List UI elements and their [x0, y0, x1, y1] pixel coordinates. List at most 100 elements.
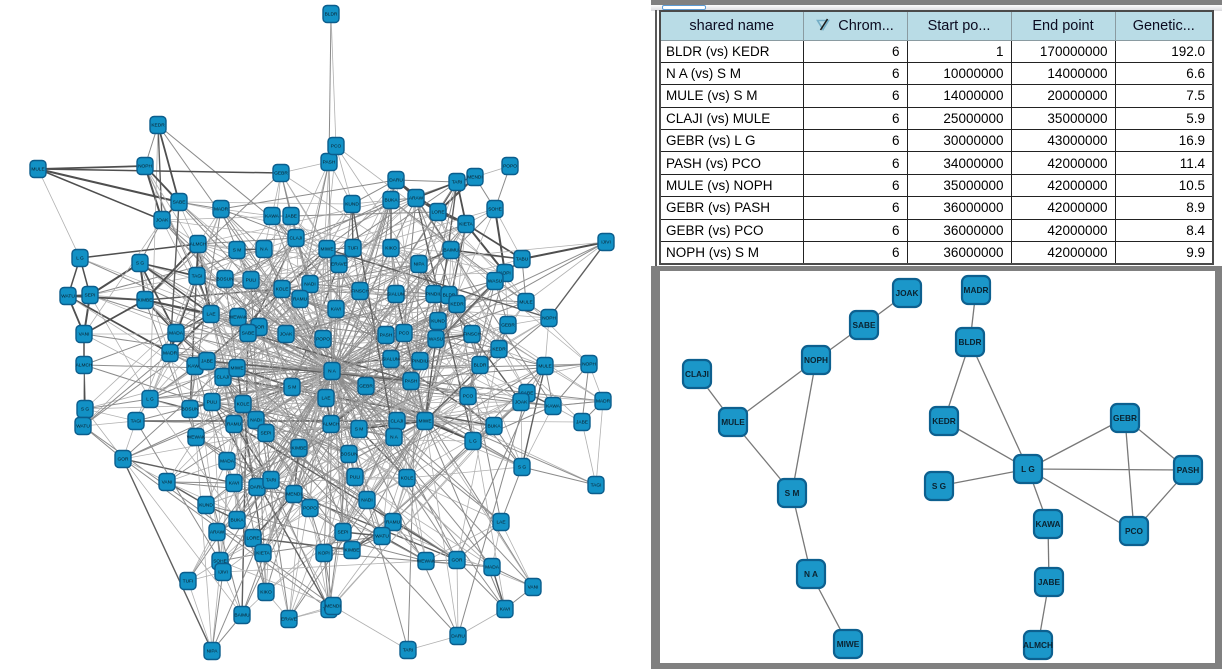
svg-text:MENDI: MENDI	[467, 175, 482, 181]
svg-text:KAWA: KAWA	[1036, 519, 1061, 529]
svg-text:KAWA: KAWA	[265, 214, 280, 220]
svg-text:BUKA: BUKA	[384, 198, 398, 204]
svg-text:LORE: LORE	[431, 210, 444, 216]
svg-text:KEDR: KEDR	[450, 302, 464, 308]
svg-text:SABE: SABE	[173, 200, 186, 206]
svg-text:MADA: MADA	[169, 331, 184, 337]
svg-text:ERAVE: ERAVE	[331, 262, 347, 268]
svg-text:KIMBE: KIMBE	[138, 298, 153, 304]
svg-text:PULI: PULI	[350, 475, 361, 481]
svg-text:SEPI: SEPI	[338, 530, 349, 536]
svg-text:MIWE: MIWE	[418, 419, 431, 425]
svg-text:GOR: GOR	[254, 325, 265, 331]
svg-text:SEPI: SEPI	[85, 293, 96, 299]
svg-text:MADR: MADR	[596, 399, 611, 405]
svg-text:MIWE: MIWE	[837, 639, 860, 649]
svg-text:MULE: MULE	[721, 417, 745, 427]
svg-text:TUFI: TUFI	[348, 246, 359, 252]
svg-text:MADA: MADA	[485, 565, 500, 571]
svg-text:KAWA: KAWA	[546, 404, 561, 410]
svg-text:DARU: DARU	[250, 485, 264, 491]
svg-text:NADI: NADI	[361, 498, 372, 504]
svg-text:ERAVE: ERAVE	[281, 617, 297, 623]
svg-text:ALMCH: ALMCH	[1023, 640, 1053, 650]
svg-text:PCO: PCO	[463, 394, 474, 400]
svg-text:ALMCH: ALMCH	[76, 363, 93, 369]
svg-text:NOPH: NOPH	[804, 355, 828, 365]
svg-text:S G: S G	[932, 481, 946, 491]
svg-text:JOAK: JOAK	[895, 288, 918, 298]
svg-text:BLDR: BLDR	[325, 12, 338, 18]
svg-text:CLAJI: CLAJI	[289, 236, 302, 242]
svg-text:WEWAK: WEWAK	[229, 315, 248, 321]
svg-text:RAMU: RAMU	[386, 520, 401, 526]
svg-text:MIWE: MIWE	[230, 366, 243, 372]
svg-text:KIETA: KIETA	[459, 222, 473, 228]
svg-text:KOLE: KOLE	[237, 402, 250, 408]
svg-text:CLAJI: CLAJI	[390, 419, 403, 425]
svg-text:FINSCH: FINSCH	[351, 289, 369, 295]
svg-text:MADR: MADR	[163, 351, 178, 357]
svg-text:KAWA: KAWA	[188, 364, 203, 370]
svg-text:TUFI: TUFI	[183, 579, 194, 585]
svg-text:BAIMU: BAIMU	[443, 248, 459, 254]
svg-text:KIKO: KIKO	[260, 590, 272, 596]
svg-text:SIALUM: SIALUM	[387, 292, 405, 298]
svg-text:TARI: TARI	[452, 180, 463, 186]
svg-text:JOAK: JOAK	[280, 332, 293, 338]
svg-text:KEDR: KEDR	[932, 416, 956, 426]
svg-text:KEDR: KEDR	[492, 347, 506, 353]
svg-text:PCO: PCO	[1125, 526, 1144, 536]
svg-text:BUKA: BUKA	[230, 518, 244, 524]
svg-text:PINDIU: PINDIU	[412, 359, 429, 365]
svg-text:CLAJI: CLAJI	[216, 375, 229, 381]
svg-text:S G: S G	[81, 407, 90, 413]
svg-text:S M: S M	[233, 248, 242, 254]
svg-text:PASH: PASH	[1177, 465, 1199, 475]
svg-text:NADI: NADI	[250, 418, 261, 424]
svg-text:LORE: LORE	[246, 536, 259, 542]
svg-text:IJIVI: IJIVI	[601, 240, 611, 246]
svg-text:MADA: MADA	[220, 459, 235, 465]
svg-text:GEBR: GEBR	[1113, 413, 1137, 423]
svg-text:NIPA: NIPA	[207, 649, 219, 655]
svg-text:N A: N A	[328, 369, 337, 375]
svg-text:MULE: MULE	[538, 364, 551, 370]
svg-text:WEWAK: WEWAK	[417, 559, 436, 565]
svg-text:ALMCH: ALMCH	[323, 422, 340, 428]
svg-text:POPO: POPO	[303, 506, 317, 512]
svg-text:L G: L G	[76, 256, 84, 262]
svg-text:JOAK: JOAK	[515, 400, 528, 406]
svg-text:BLDR: BLDR	[443, 293, 456, 299]
svg-text:ARAW: ARAW	[210, 530, 225, 536]
svg-text:NADI: NADI	[304, 282, 315, 288]
svg-text:KIETA: KIETA	[256, 551, 270, 557]
svg-text:NIPA: NIPA	[414, 262, 426, 268]
svg-text:PASH: PASH	[405, 379, 418, 385]
svg-text:FINSCH: FINSCH	[463, 332, 481, 338]
svg-text:N A: N A	[390, 435, 399, 441]
svg-text:JABE: JABE	[201, 359, 213, 365]
svg-text:JOAK: JOAK	[156, 218, 169, 224]
svg-text:RAMU: RAMU	[293, 297, 308, 303]
svg-text:JABE: JABE	[576, 420, 588, 426]
svg-text:KEDR: KEDR	[151, 123, 165, 129]
svg-text:GOR: GOR	[452, 558, 463, 564]
svg-text:VANI: VANI	[162, 480, 173, 486]
svg-text:PASH: PASH	[323, 160, 336, 166]
svg-text:VANI: VANI	[528, 585, 539, 591]
svg-text:SABE: SABE	[852, 320, 876, 330]
svg-text:N A: N A	[804, 569, 818, 579]
svg-text:S G: S G	[518, 465, 527, 471]
svg-text:WASU: WASU	[488, 279, 503, 285]
svg-text:BLDR: BLDR	[958, 337, 981, 347]
svg-text:TAGI: TAGI	[192, 274, 203, 280]
svg-text:MULE: MULE	[31, 167, 44, 173]
svg-text:KOLE: KOLE	[276, 287, 289, 293]
svg-text:CLAJI: CLAJI	[685, 369, 709, 379]
svg-text:PULI: PULI	[246, 278, 257, 284]
svg-text:DARU: DARU	[389, 178, 403, 184]
svg-text:N A: N A	[260, 247, 269, 253]
svg-text:S M: S M	[288, 385, 297, 391]
svg-text:TABU: TABU	[516, 257, 529, 263]
